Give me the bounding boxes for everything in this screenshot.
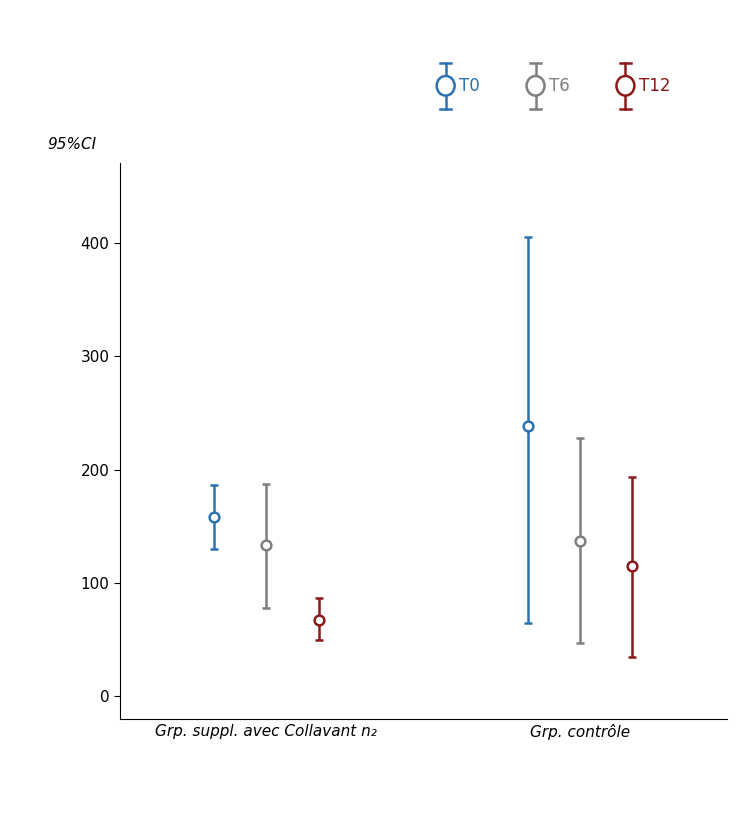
Text: T0: T0 xyxy=(459,77,480,95)
Text: T12: T12 xyxy=(639,77,670,95)
Text: T6: T6 xyxy=(549,77,570,95)
Text: 95%CI: 95%CI xyxy=(47,137,96,152)
